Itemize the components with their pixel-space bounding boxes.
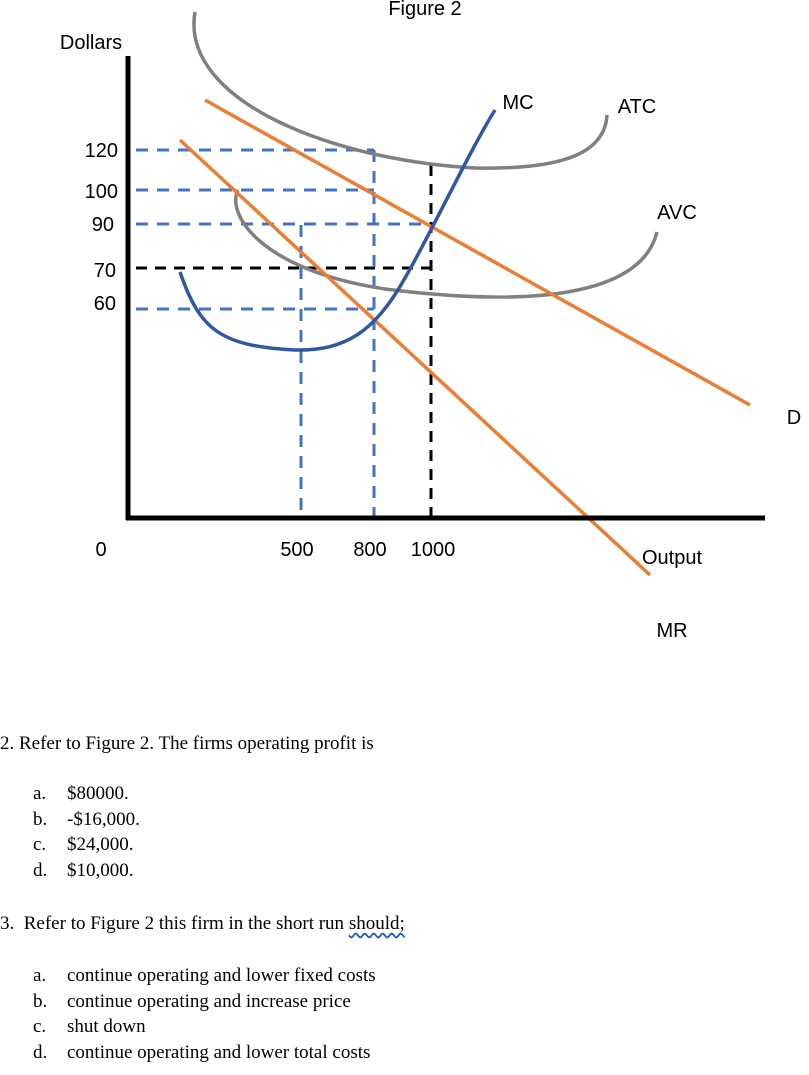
option-item[interactable]: c. shut down: [0, 1014, 405, 1040]
question-3: 3. Refer to Figure 2 this firm in the sh…: [0, 913, 405, 1065]
x-axis-label: Output: [642, 547, 702, 569]
question-2: 2. Refer to Figure 2. The firms operatin…: [0, 733, 374, 883]
chart-title: Figure 2: [388, 0, 461, 20]
option-letter: a.: [33, 783, 47, 804]
option-text: $24,000.: [67, 834, 134, 855]
question-3-stem-underlined: should;: [348, 913, 405, 934]
y-tick-label: 60: [94, 293, 116, 315]
question-3-stem: 3. Refer to Figure 2 this firm in the sh…: [0, 913, 405, 935]
mc-label: MC: [502, 92, 533, 114]
avc-curve: [234, 189, 659, 299]
y-tick-label: 90: [92, 214, 114, 236]
mc-curve: [178, 109, 497, 352]
option-text: continue operating and lower total costs: [67, 1041, 371, 1063]
question-3-stem-text: 3. Refer to Figure 2 this firm in the sh…: [0, 913, 349, 934]
question-2-stem: 2. Refer to Figure 2. The firms operatin…: [0, 733, 374, 754]
option-letter: a.: [33, 965, 47, 986]
option-text: $10,000.: [67, 859, 134, 881]
origin-label: 0: [95, 539, 106, 561]
mr-label: MR: [656, 620, 687, 642]
avc-label: AVC: [657, 202, 697, 224]
option-item[interactable]: d. continue operating and lower total cos…: [0, 1040, 405, 1066]
option-letter: b.: [33, 808, 48, 830]
question-3-options: a. continue operating and lower fixed cos…: [0, 963, 405, 1065]
mr-curve: [178, 138, 652, 577]
y-tick-label: 120: [85, 140, 118, 162]
option-text: -$16,000.: [67, 808, 140, 830]
option-letter: d.: [33, 859, 48, 881]
x-tick-label: 800: [353, 539, 386, 561]
question-2-options: a. $80000. b. -$16,000. c. $24,000. d. $10,0…: [0, 781, 374, 883]
option-letter: c.: [33, 1016, 47, 1037]
option-text: shut down: [67, 1016, 146, 1037]
x-tick-label: 1000: [411, 539, 456, 561]
option-item[interactable]: b. continue operating and increase price: [0, 989, 405, 1015]
figure-2-chart: Figure 2 Dollars Output 0 120 100 90 70 …: [60, 0, 801, 642]
atc-label: ATC: [618, 96, 657, 118]
option-item[interactable]: b. -$16,000.: [0, 807, 374, 833]
option-item[interactable]: c. $24,000.: [0, 832, 374, 858]
option-letter: d.: [33, 1041, 48, 1063]
atc-curve: [192, 11, 609, 170]
option-item[interactable]: a. continue operating and lower fixed cos…: [0, 963, 405, 989]
y-tick-label: 100: [85, 181, 118, 203]
option-item[interactable]: d. $10,000.: [0, 858, 374, 884]
option-letter: b.: [33, 990, 48, 1012]
y-axis-label: Dollars: [60, 32, 122, 54]
option-text: continue operating and lower fixed costs: [67, 965, 376, 986]
option-text: $80000.: [67, 783, 129, 804]
option-letter: c.: [33, 834, 47, 855]
option-text: continue operating and increase price: [67, 990, 351, 1012]
demand-label: D: [787, 407, 801, 429]
x-tick-label: 500: [280, 539, 313, 561]
demand-curve: [204, 98, 751, 407]
option-item[interactable]: a. $80000.: [0, 781, 374, 807]
guide-lines: [136, 148, 433, 516]
y-tick-label: 70: [94, 260, 116, 282]
